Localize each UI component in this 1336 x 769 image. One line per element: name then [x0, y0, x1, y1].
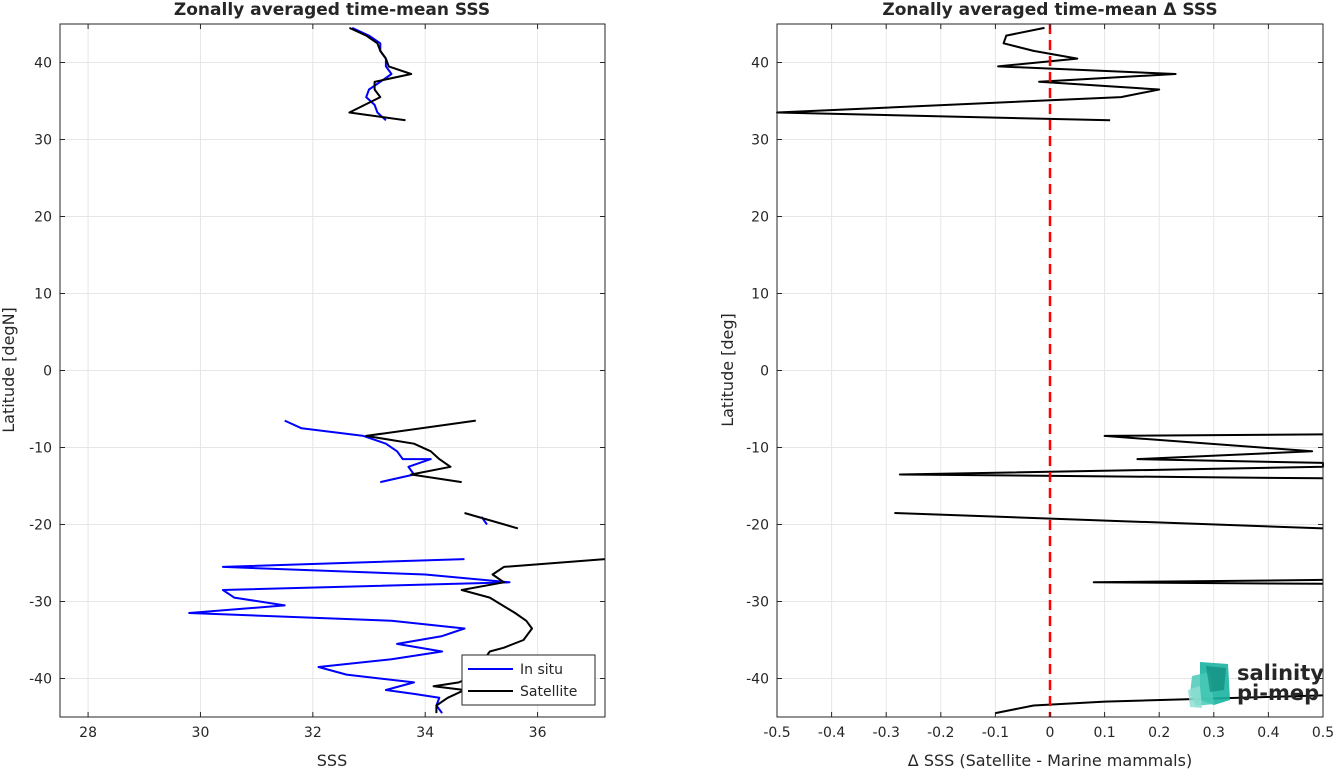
y-tick-label: -40: [29, 672, 52, 688]
x-tick-label: 0.2: [1148, 725, 1170, 741]
y-tick-label: -10: [29, 441, 52, 457]
x-tick-label: 0.1: [1093, 725, 1115, 741]
legend-box: [461, 654, 596, 706]
sss-panel: 28 30 32 34 36 -40 -30 -20 -10 0 10 20 30 40 Zonally …: [0, 0, 606, 769]
y-tick-label: 0: [760, 364, 769, 380]
y-tick-label: -20: [29, 518, 52, 534]
y-tick-label: 10: [751, 287, 769, 303]
y-tick-label: 40: [751, 56, 769, 72]
x-axis-label: Δ SSS (Satellite - Marine mammals): [908, 751, 1192, 769]
y-tick-label: 20: [34, 210, 52, 226]
y-tick-label: 40: [34, 56, 52, 72]
legend: In situ Satellite: [461, 654, 596, 706]
series-line-satellite: [464, 512, 519, 530]
x-tick-label: 0.5: [1312, 725, 1334, 741]
series-line-delta-sss: [894, 512, 1324, 530]
y-tick-label: -40: [746, 672, 769, 688]
x-tick-label: -0.4: [818, 725, 845, 741]
legend-label-satellite: Satellite: [520, 684, 577, 700]
y-tick-label: 0: [43, 364, 52, 380]
y-tick-label: 30: [34, 133, 52, 149]
x-axis-label: SSS: [317, 751, 347, 769]
y-tick-label: 30: [751, 133, 769, 149]
tick-labels: 28 30 32 34 36 -40 -30 -20 -10 0 10 20 30 40: [29, 24, 605, 741]
x-tick-label: 0.4: [1257, 725, 1279, 741]
legend-label-in-situ: In situ: [520, 662, 563, 678]
series-line-satellite: [365, 419, 476, 484]
series-lines: [188, 26, 606, 714]
logo-emblem-icon: [1188, 662, 1230, 708]
y-tick-label: 10: [34, 287, 52, 303]
series-line-in-situ: [351, 26, 393, 122]
x-tick-label: -0.3: [873, 725, 900, 741]
x-tick-label: 0.3: [1203, 725, 1225, 741]
y-tick-label: -30: [29, 595, 52, 611]
y-tick-label: -10: [746, 441, 769, 457]
series-line-satellite: [432, 558, 606, 714]
salinity-pi-mep-logo: salinity pi-mep: [1188, 661, 1324, 708]
series-line-in-situ: [188, 558, 511, 714]
series-line-delta-sss: [898, 433, 1324, 480]
x-tick-label: 30: [192, 725, 210, 741]
x-tick-label: 28: [79, 725, 97, 741]
y-axis-label: Latitude [degN]: [0, 307, 18, 433]
x-tick-label: 34: [416, 725, 434, 741]
series-line-in-situ: [284, 419, 432, 484]
y-tick-label: -30: [746, 595, 769, 611]
series-lines: [776, 26, 1324, 715]
chart-title: Zonally averaged time-mean SSS: [174, 0, 490, 20]
y-tick-label: 20: [751, 210, 769, 226]
series-line-delta-sss: [1092, 578, 1324, 585]
x-tick-label: 36: [529, 725, 547, 741]
gridlines: [60, 24, 605, 717]
logo-text-pi-mep: pi-mep: [1237, 681, 1319, 705]
chart-title: Zonally averaged time-mean Δ SSS: [882, 0, 1217, 20]
tick-labels: -0.5 -0.4 -0.3 -0.2 -0.1 0 0.1 0.2 0.3 0.4 0.5 -40 -…: [746, 24, 1334, 741]
x-tick-label: 32: [304, 725, 322, 741]
y-tick-label: -20: [746, 518, 769, 534]
x-tick-label: -0.1: [982, 725, 1009, 741]
x-tick-label: 0: [1046, 725, 1055, 741]
logo-text-salinity: salinity: [1237, 661, 1324, 685]
delta-sss-panel: -0.5 -0.4 -0.3 -0.2 -0.1 0 0.1 0.2 0.3 0.4 0.5 -40 -…: [718, 0, 1334, 769]
y-axis-label: Latitude [deg]: [718, 313, 737, 427]
x-tick-label: -0.5: [763, 725, 790, 741]
series-line-satellite: [348, 26, 413, 122]
x-tick-label: -0.2: [927, 725, 954, 741]
series-line-delta-sss: [776, 26, 1177, 122]
